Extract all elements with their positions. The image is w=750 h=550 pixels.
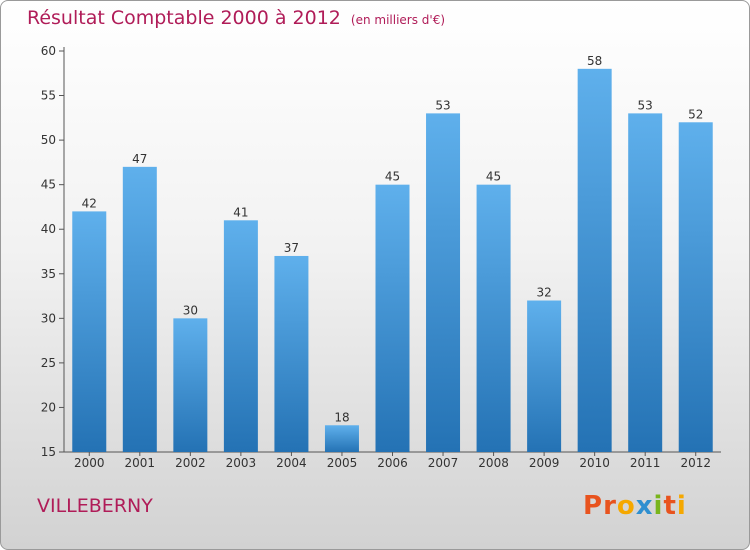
x-tick-label-2012: 2012 (680, 456, 711, 470)
y-tick-label: 35 (41, 267, 56, 281)
data-label-2005: 18 (334, 410, 349, 424)
y-tick-label: 15 (41, 445, 56, 459)
chart-title: Résultat Comptable 2000 à 2012 (en millie… (27, 7, 445, 29)
x-tick-label-2006: 2006 (377, 456, 408, 470)
logo-letter: o (616, 491, 636, 521)
x-tick-label-2011: 2011 (630, 456, 661, 470)
bar-2012 (678, 122, 713, 453)
bar-2011 (628, 113, 663, 452)
y-tick-label: 30 (41, 311, 56, 325)
x-tick-label-2002: 2002 (175, 456, 206, 470)
y-tick-label: 20 (41, 400, 56, 414)
data-label-2011: 53 (638, 98, 653, 112)
data-label-2008: 45 (486, 170, 501, 184)
bar-2001 (122, 166, 157, 452)
x-tick-label-2007: 2007 (428, 456, 459, 470)
y-tick-label: 50 (41, 133, 56, 147)
x-tick-label-2008: 2008 (478, 456, 509, 470)
logo-letter: i (653, 491, 664, 521)
x-tick-label-2003: 2003 (226, 456, 257, 470)
y-tick-label: 40 (41, 222, 56, 236)
x-tick-label-2004: 2004 (276, 456, 307, 470)
data-label-2003: 41 (233, 205, 248, 219)
data-label-2006: 45 (385, 170, 400, 184)
commune-name: VILLEBERNY (37, 495, 153, 517)
bar-2002 (173, 318, 208, 452)
logo-letter: r (603, 491, 617, 521)
data-label-2009: 32 (536, 286, 551, 300)
title-unit: (en milliers d'€) (350, 13, 446, 27)
x-tick-label-2010: 2010 (579, 456, 610, 470)
x-tick-label-2009: 2009 (529, 456, 560, 470)
y-tick-label: 45 (41, 178, 56, 192)
proxiti-logo: Proxiti (583, 491, 687, 521)
bar-2009 (527, 300, 562, 452)
y-tick-label: 25 (41, 356, 56, 370)
bar-2000 (72, 211, 107, 452)
data-label-2002: 30 (183, 303, 198, 317)
logo-letter: P (583, 491, 604, 521)
bar-2007 (426, 113, 461, 452)
bar-2008 (476, 184, 511, 452)
data-label-2010: 58 (587, 54, 602, 68)
bar-2005 (324, 425, 359, 452)
bar-2006 (375, 184, 410, 452)
data-label-2012: 52 (688, 107, 703, 121)
logo-letter: t (663, 491, 677, 521)
bar-2004 (274, 255, 309, 452)
logo-letter: x (635, 491, 654, 521)
data-label-2007: 53 (435, 98, 450, 112)
logo-letter: i (676, 491, 687, 521)
y-tick-label: 60 (41, 44, 56, 58)
bar-2003 (223, 220, 258, 452)
x-tick-label-2005: 2005 (327, 456, 358, 470)
title-text: Résultat Comptable 2000 à 2012 (27, 7, 341, 29)
bar-2010 (577, 68, 612, 453)
data-label-2004: 37 (284, 241, 299, 255)
y-tick-label: 55 (41, 89, 56, 103)
data-label-2000: 42 (82, 196, 97, 210)
data-label-2001: 47 (132, 152, 147, 166)
x-tick-label-2000: 2000 (74, 456, 105, 470)
x-tick-label-2001: 2001 (125, 456, 156, 470)
